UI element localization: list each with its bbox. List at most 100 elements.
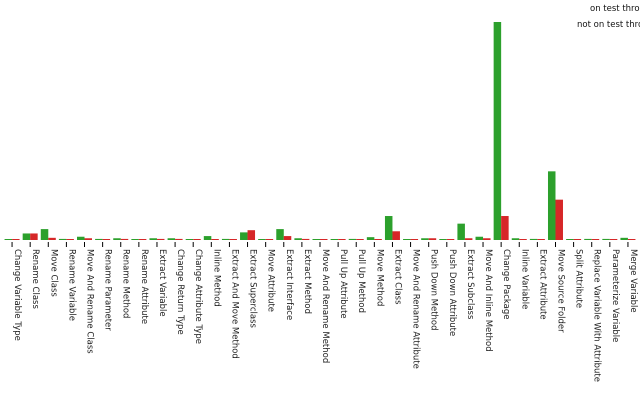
bar-on-test-6 — [113, 238, 121, 240]
x-tick-label-21: Extract Class — [392, 249, 402, 305]
bar-on-test-33 — [602, 238, 610, 240]
x-tick-label-34: Merge Variable — [628, 249, 638, 313]
x-tick-label-23: Push Down Method — [429, 249, 439, 331]
bar-on-test-14 — [258, 239, 266, 240]
bar-on-test-24 — [439, 239, 447, 240]
bar-on-test-11 — [203, 236, 212, 240]
x-tick-label-4: Move And Rename Class — [85, 249, 95, 354]
bar-not-on-test-10 — [193, 239, 201, 240]
bar-not-on-test-12 — [229, 239, 237, 240]
bar-on-test-22 — [403, 239, 411, 240]
x-tick-label-16: Extract Method — [302, 249, 312, 314]
x-tick-label-31: Split Attribute — [574, 249, 584, 308]
x-tick-label-19: Pull Up Method — [356, 249, 366, 313]
bar-not-on-test-18 — [338, 239, 346, 240]
bar-on-test-27 — [493, 22, 502, 240]
bar-not-on-test-24 — [446, 239, 455, 240]
bar-not-on-test-6 — [120, 238, 129, 240]
x-tick-label-0: Change Variable Type — [12, 249, 22, 341]
bar-on-test-2 — [40, 229, 49, 240]
x-tick-label-12: Extract And Move Method — [229, 249, 239, 359]
bar-on-test-23 — [421, 238, 429, 240]
bar-on-test-3 — [58, 238, 67, 240]
bar-on-test-21 — [384, 216, 393, 240]
bar-not-on-test-0 — [12, 239, 20, 240]
bar-on-test-18 — [330, 239, 339, 240]
x-tick-label-14: Move Attribute — [266, 249, 276, 312]
x-tick-label-30: Move Source Folder — [555, 249, 565, 333]
bar-not-on-test-19 — [356, 239, 364, 240]
bar-not-on-test-1 — [30, 233, 38, 240]
bar-not-on-test-15 — [283, 236, 292, 240]
x-tick-label-1: Rename Class — [30, 249, 40, 309]
bar-on-test-0 — [4, 239, 13, 240]
x-tick-label-28: Inline Variable — [519, 249, 529, 309]
x-tick-label-27: Change Package — [501, 249, 511, 319]
x-tick-label-6: Rename Method — [121, 249, 131, 318]
bar-on-test-28 — [511, 238, 520, 240]
bar-on-test-10 — [185, 239, 194, 240]
bar-not-on-test-21 — [392, 231, 400, 240]
bar-on-test-17 — [312, 239, 320, 240]
bar-not-on-test-14 — [265, 239, 274, 240]
x-tick-label-22: Move And Rename Attribute — [411, 249, 421, 369]
bar-not-on-test-5 — [102, 239, 111, 240]
x-tick-label-20: Move Method — [374, 249, 384, 306]
bar-on-test-31 — [566, 239, 574, 240]
bar-on-test-1 — [22, 233, 31, 240]
bar-not-on-test-20 — [374, 239, 382, 240]
bar-on-test-34 — [620, 237, 628, 240]
x-tick-label-25: Extract Subclass — [465, 249, 475, 320]
bar-on-test-8 — [149, 238, 157, 240]
bar-on-test-15 — [276, 229, 284, 240]
bar-not-on-test-31 — [573, 239, 582, 240]
x-tick-label-3: Rename Variable — [66, 249, 76, 321]
bar-on-test-19 — [348, 238, 357, 240]
bar-not-on-test-26 — [483, 238, 491, 240]
x-tick-label-9: Change Return Type — [175, 249, 185, 335]
bar-not-on-test-4 — [84, 238, 93, 240]
bar-not-on-test-8 — [156, 238, 165, 240]
bar-not-on-test-16 — [301, 238, 310, 240]
x-tick-label-33: Parameterize Variable — [610, 249, 620, 342]
legend: on test through not on test through — [577, 4, 640, 30]
bar-not-on-test-33 — [609, 239, 618, 240]
bar-on-test-16 — [294, 238, 302, 240]
x-tick-label-11: Inline Method — [211, 249, 221, 307]
x-tick-label-32: Replace Variable With Attribute — [592, 249, 602, 382]
bar-not-on-test-27 — [501, 216, 509, 240]
bar-not-on-test-29 — [537, 239, 545, 240]
x-tick-label-18: Pull Up Attribute — [338, 249, 348, 319]
bar-not-on-test-11 — [211, 239, 219, 240]
x-tick-label-17: Move And Rename Method — [320, 249, 330, 363]
bar-on-test-5 — [95, 238, 103, 240]
x-tick-label-24: Push Down Attribute — [447, 249, 457, 336]
x-tick-label-26: Move And Inline Method — [483, 249, 493, 352]
bar-not-on-test-23 — [428, 238, 437, 240]
bar-on-test-12 — [221, 238, 230, 240]
bar-not-on-test-7 — [138, 239, 147, 240]
bar-on-test-4 — [77, 236, 85, 240]
x-tick-label-29: Extract Attribute — [537, 249, 547, 320]
bar-not-on-test-17 — [320, 239, 328, 240]
x-tick-label-10: Change Attribute Type — [193, 249, 203, 344]
bar-not-on-test-22 — [410, 239, 419, 240]
bar-not-on-test-28 — [519, 239, 527, 240]
bar-on-test-7 — [131, 239, 139, 240]
bar-on-test-25 — [457, 223, 465, 240]
x-tick-label-7: Rename Attribute — [139, 249, 149, 324]
bar-on-test-20 — [366, 237, 375, 240]
legend-entry-2: not on test through — [577, 20, 640, 30]
x-tick-label-8: Extract Variable — [157, 249, 167, 317]
bar-not-on-test-3 — [66, 239, 74, 240]
bar-on-test-13 — [240, 232, 248, 240]
x-tick-label-15: Extract Interface — [284, 249, 294, 320]
x-tick-label-13: Extract Superclass — [248, 249, 258, 329]
bar-on-test-9 — [167, 238, 176, 240]
bar-on-test-26 — [475, 236, 484, 240]
bar-not-on-test-32 — [591, 239, 600, 240]
bar-not-on-test-25 — [464, 238, 473, 240]
category-labels: Change Variable Type Rename Class Move Cla… — [11, 242, 638, 382]
x-tick-label-5: Rename Parameter — [103, 249, 113, 331]
